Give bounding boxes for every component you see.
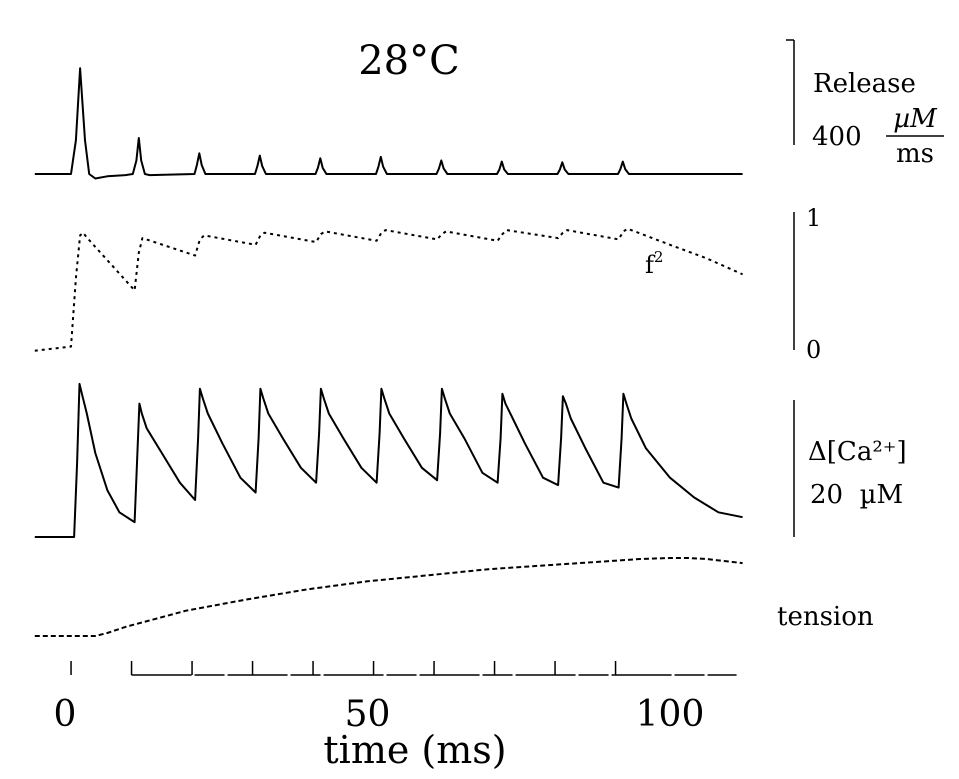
f2-tick-label-1: 1 xyxy=(806,204,821,232)
x-tick-label-0: 0 xyxy=(54,694,77,735)
f2-label-base: f xyxy=(645,251,656,279)
calcium-trace xyxy=(34,382,743,538)
f2-scale-bar: 1 0 f2 xyxy=(645,204,821,364)
calcium-scale-value: 20 µM xyxy=(810,480,903,510)
f2-trace xyxy=(34,227,744,352)
tension-label: tension xyxy=(777,602,874,632)
tension-trace xyxy=(34,557,743,637)
release-scale-bar: Release 400 µM ms xyxy=(786,39,944,169)
chart-title: 28°C xyxy=(358,38,460,84)
release-scale-unit-denominator: ms xyxy=(896,139,934,169)
time-axis: 0 50 100 xyxy=(54,661,737,735)
x-tick-label-50: 50 xyxy=(345,694,391,735)
release-scale-unit-numerator: µM xyxy=(893,104,938,134)
f2-label-sup: 2 xyxy=(654,248,664,266)
x-tick-label-100: 100 xyxy=(636,694,705,735)
release-trace xyxy=(34,67,743,180)
traces xyxy=(34,67,744,637)
calcium-scale-bar: Δ[Ca²⁺] 20 µM xyxy=(793,400,907,537)
x-axis-label: time (ms) xyxy=(323,728,506,772)
release-label: Release xyxy=(813,69,916,99)
calcium-label: Δ[Ca²⁺] xyxy=(808,437,907,467)
f2-series-label: f2 xyxy=(645,248,663,279)
release-scale-value: 400 xyxy=(812,122,862,152)
f2-tick-label-0: 0 xyxy=(806,336,821,364)
